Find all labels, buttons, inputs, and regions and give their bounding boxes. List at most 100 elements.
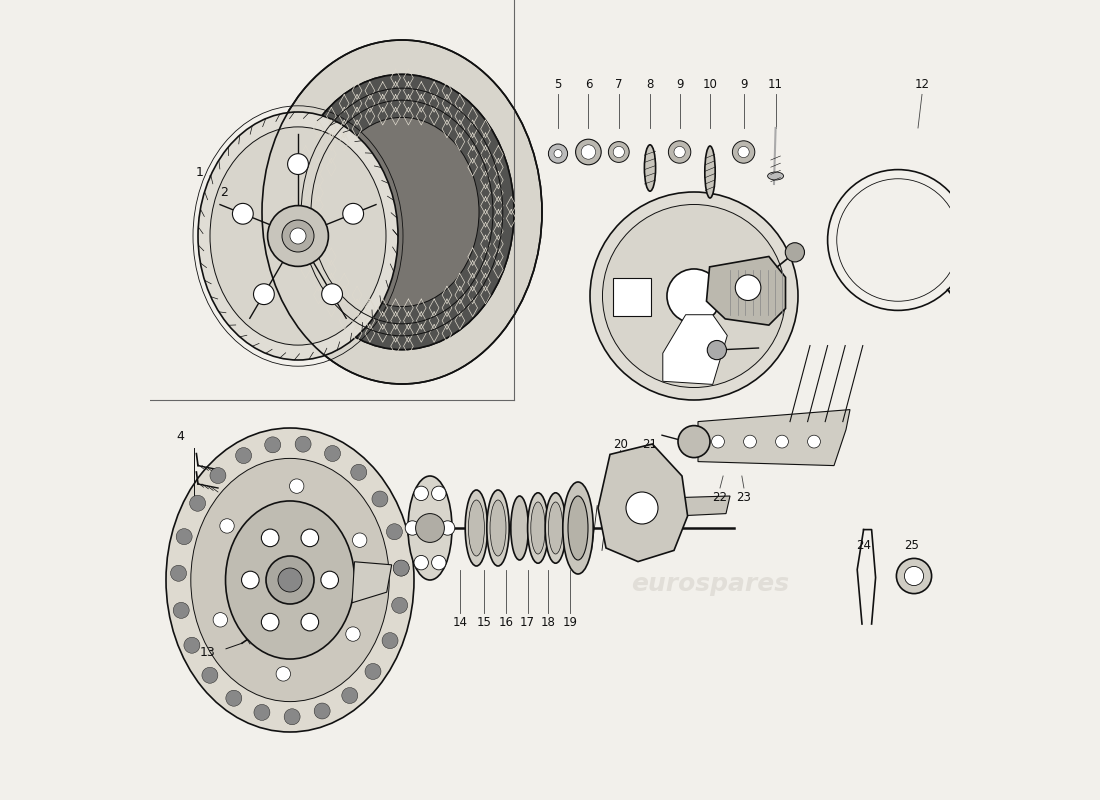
- Ellipse shape: [290, 74, 514, 350]
- Circle shape: [393, 560, 409, 576]
- Circle shape: [405, 521, 419, 535]
- Ellipse shape: [645, 145, 656, 191]
- Ellipse shape: [465, 490, 487, 566]
- Circle shape: [896, 558, 932, 594]
- Circle shape: [226, 690, 242, 706]
- Ellipse shape: [531, 502, 546, 554]
- Circle shape: [301, 614, 319, 631]
- Circle shape: [372, 491, 388, 507]
- Text: 15: 15: [477, 616, 492, 629]
- Circle shape: [416, 514, 444, 542]
- Circle shape: [351, 464, 366, 480]
- Text: 25: 25: [904, 539, 918, 552]
- Circle shape: [287, 154, 308, 174]
- Circle shape: [220, 518, 234, 533]
- Circle shape: [284, 709, 300, 725]
- Circle shape: [253, 284, 274, 305]
- Ellipse shape: [290, 74, 514, 350]
- Circle shape: [733, 141, 755, 163]
- Circle shape: [393, 560, 409, 576]
- Circle shape: [213, 613, 228, 627]
- Text: 8: 8: [647, 78, 653, 90]
- Circle shape: [202, 667, 218, 683]
- Ellipse shape: [210, 127, 386, 345]
- Text: eurospares: eurospares: [631, 308, 789, 332]
- Text: 4: 4: [176, 430, 185, 442]
- Text: 9: 9: [675, 78, 683, 90]
- FancyBboxPatch shape: [613, 278, 651, 316]
- Circle shape: [189, 495, 206, 511]
- Circle shape: [267, 206, 329, 266]
- Circle shape: [342, 687, 358, 703]
- Text: eurospares: eurospares: [246, 548, 405, 572]
- Circle shape: [345, 627, 360, 642]
- Text: 14: 14: [453, 616, 468, 629]
- Circle shape: [324, 446, 341, 462]
- Ellipse shape: [490, 500, 506, 556]
- Text: 12: 12: [914, 78, 929, 90]
- Ellipse shape: [324, 118, 478, 306]
- Circle shape: [232, 203, 253, 224]
- Text: 11: 11: [768, 78, 783, 90]
- Text: 19: 19: [562, 616, 578, 629]
- Circle shape: [276, 666, 290, 681]
- Circle shape: [776, 435, 789, 448]
- Ellipse shape: [469, 500, 484, 556]
- Ellipse shape: [166, 428, 414, 732]
- Circle shape: [707, 341, 726, 360]
- Circle shape: [290, 228, 306, 244]
- Circle shape: [807, 435, 821, 448]
- Circle shape: [301, 529, 319, 546]
- Text: 6: 6: [585, 78, 592, 90]
- Polygon shape: [352, 562, 392, 603]
- Circle shape: [184, 638, 200, 654]
- Circle shape: [321, 571, 339, 589]
- Ellipse shape: [198, 112, 398, 360]
- Circle shape: [414, 555, 428, 570]
- Circle shape: [712, 435, 725, 448]
- Text: 9: 9: [740, 78, 747, 90]
- Text: 24: 24: [856, 539, 871, 552]
- Text: 23: 23: [737, 491, 751, 504]
- Circle shape: [590, 192, 798, 400]
- Circle shape: [210, 467, 225, 483]
- Circle shape: [667, 269, 721, 323]
- Polygon shape: [706, 257, 785, 325]
- Text: 7: 7: [615, 78, 623, 90]
- Circle shape: [678, 426, 710, 458]
- Circle shape: [315, 703, 330, 719]
- Circle shape: [382, 633, 398, 649]
- Circle shape: [904, 566, 924, 586]
- Polygon shape: [676, 496, 730, 516]
- Ellipse shape: [226, 501, 354, 659]
- Circle shape: [295, 436, 311, 452]
- Circle shape: [969, 318, 994, 344]
- Text: 5: 5: [554, 78, 562, 90]
- Circle shape: [744, 435, 757, 448]
- Ellipse shape: [549, 502, 563, 554]
- Circle shape: [254, 705, 270, 721]
- Circle shape: [735, 275, 761, 301]
- Text: 22: 22: [713, 491, 727, 504]
- Ellipse shape: [528, 493, 549, 563]
- Circle shape: [365, 663, 381, 679]
- Circle shape: [431, 486, 446, 501]
- Circle shape: [608, 142, 629, 162]
- Text: 10: 10: [703, 78, 717, 90]
- Ellipse shape: [487, 490, 509, 566]
- Circle shape: [262, 614, 279, 631]
- Text: 2: 2: [220, 186, 228, 198]
- Circle shape: [282, 220, 314, 252]
- Circle shape: [414, 486, 428, 501]
- Ellipse shape: [568, 496, 588, 560]
- Text: 16: 16: [498, 616, 514, 629]
- Circle shape: [674, 146, 685, 158]
- Circle shape: [262, 529, 279, 546]
- Text: 21: 21: [642, 438, 658, 450]
- Circle shape: [321, 284, 342, 305]
- Polygon shape: [663, 314, 727, 385]
- Circle shape: [176, 529, 192, 545]
- Ellipse shape: [768, 172, 783, 180]
- Circle shape: [669, 141, 691, 163]
- Circle shape: [352, 533, 367, 547]
